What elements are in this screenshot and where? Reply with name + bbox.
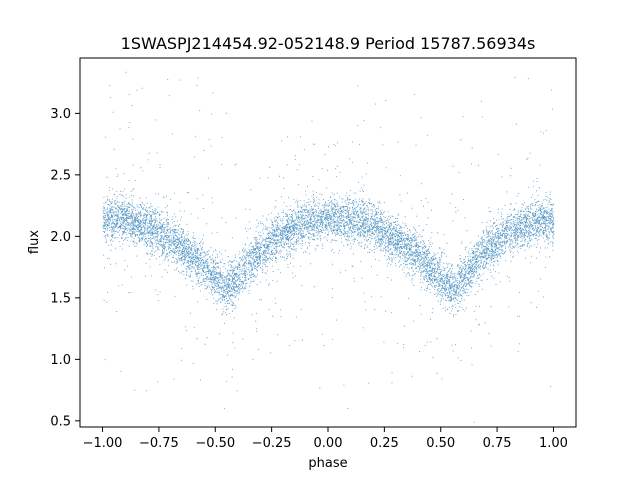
y-tick-label: 3.0 — [50, 107, 71, 122]
y-axis: 0.5 1.0 1.5 2.0 2.5 3.0 — [50, 107, 80, 429]
x-axis-label: phase — [308, 456, 347, 471]
x-tick-label: 0.00 — [314, 436, 343, 451]
y-tick-label: 2.5 — [50, 168, 71, 183]
y-axis-label: flux — [27, 230, 42, 254]
x-tick-label: 0.50 — [426, 436, 455, 451]
y-tick-label: 0.5 — [50, 414, 71, 429]
x-axis: −1.00 −0.75 −0.50 −0.25 0.00 0.25 0.50 0.75 1.00 — [83, 427, 568, 451]
x-tick-label: 1.00 — [539, 436, 568, 451]
x-tick-label: −1.00 — [83, 436, 123, 451]
y-tick-label: 1.0 — [50, 353, 71, 368]
chart-title: 1SWASPJ214454.92-052148.9 Period 15787.5… — [121, 34, 536, 53]
x-tick-label: −0.75 — [139, 436, 179, 451]
x-tick-label: −0.50 — [195, 436, 235, 451]
x-tick-label: 0.25 — [370, 436, 399, 451]
x-tick-label: 0.75 — [483, 436, 512, 451]
y-tick-label: 2.0 — [50, 230, 71, 245]
x-tick-label: −0.25 — [252, 436, 292, 451]
y-tick-label: 1.5 — [50, 291, 71, 306]
